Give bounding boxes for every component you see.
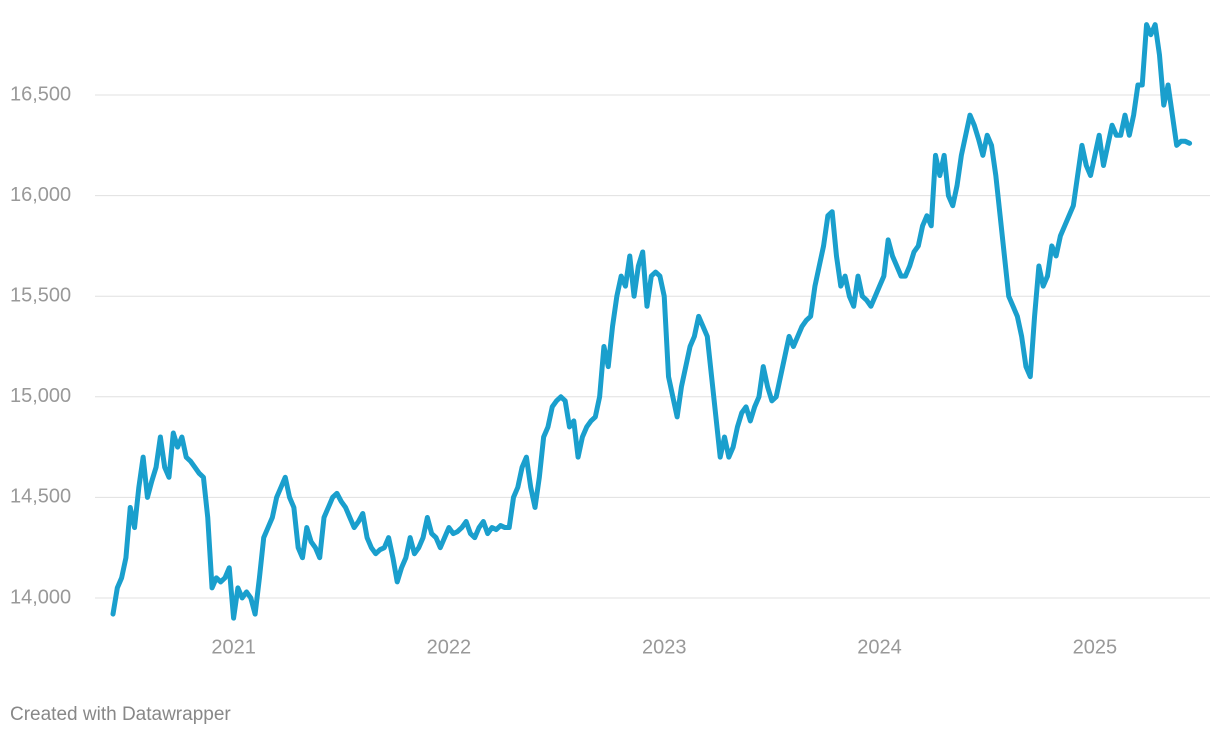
x-tick-label: 2021 (211, 636, 256, 658)
credit: Created with Datawrapper (10, 704, 231, 725)
line (110, 22, 1193, 621)
y-tick-label: 15,000 (10, 385, 71, 407)
y-tick-label: 14,500 (10, 486, 71, 508)
x-tick-label: 2023 (642, 636, 687, 658)
y-tick-label: 15,500 (10, 284, 71, 306)
x-tick-label: 2025 (1073, 636, 1118, 658)
y-tick-label: 16,000 (10, 184, 71, 206)
y-tick-label: 16,500 (10, 83, 71, 105)
y-tick-label: 14,000 (10, 586, 71, 608)
x-tick-label: 2022 (427, 636, 472, 658)
x-tick-label: 2024 (857, 636, 902, 658)
